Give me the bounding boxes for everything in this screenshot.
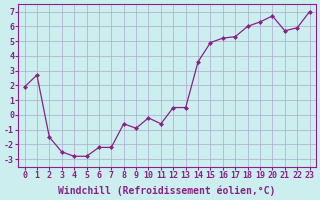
X-axis label: Windchill (Refroidissement éolien,°C): Windchill (Refroidissement éolien,°C) [58,185,276,196]
